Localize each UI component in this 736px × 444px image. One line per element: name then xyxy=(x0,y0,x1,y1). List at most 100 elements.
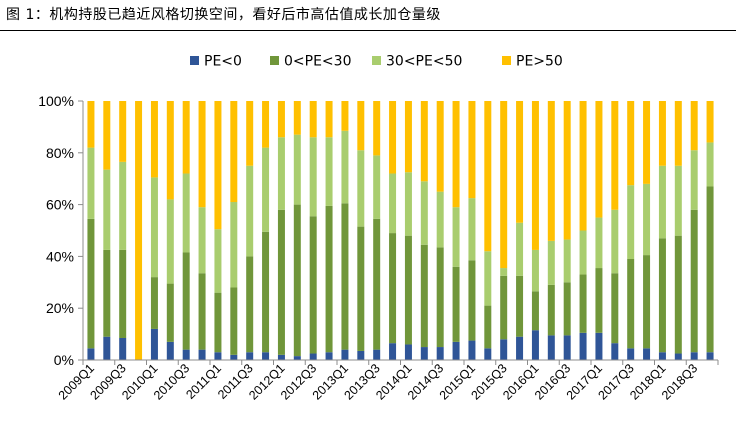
bar-segment xyxy=(262,147,270,232)
bar-segment xyxy=(230,202,238,288)
bar-segment xyxy=(658,165,666,239)
bar-segment xyxy=(484,305,492,349)
bar-segment xyxy=(531,249,539,292)
bar-segment xyxy=(119,249,127,338)
bar-segment xyxy=(198,101,206,208)
bar-segment xyxy=(563,239,571,283)
bar-segment xyxy=(674,235,682,354)
bar-segment xyxy=(341,130,349,204)
bar-segment xyxy=(103,336,111,360)
bar-segment xyxy=(563,335,571,360)
bar-segment xyxy=(293,134,301,205)
bar-segment xyxy=(389,343,397,360)
bar-segment xyxy=(325,205,333,353)
bar-segment xyxy=(198,273,206,350)
bar-segment xyxy=(357,150,365,227)
bar-segment xyxy=(516,275,524,337)
bar-segment xyxy=(166,101,174,200)
bar-segment xyxy=(309,137,317,217)
bar-segment xyxy=(214,292,222,353)
bar-segment xyxy=(547,284,555,336)
bar-segment xyxy=(325,101,333,138)
figure-title: 图 1：机构持股已趋近风格切换空间，看好后市高估值成长加仓量级 xyxy=(6,7,441,23)
bar-segment xyxy=(214,352,222,360)
bar-segment xyxy=(595,101,603,218)
bar-segment xyxy=(690,150,698,210)
bar-segment xyxy=(404,344,412,360)
bar-segment xyxy=(135,101,143,360)
bar-segment xyxy=(436,247,444,348)
y-tick-label: 80% xyxy=(46,145,74,161)
bar-segment xyxy=(611,273,619,344)
bar-segment xyxy=(325,352,333,360)
bar-segment xyxy=(182,173,190,253)
bar-segment xyxy=(293,356,301,360)
bar-segment xyxy=(452,207,460,267)
bar-segment xyxy=(341,203,349,350)
bar-segment xyxy=(103,249,111,337)
bar-segment xyxy=(516,336,524,360)
bar-segment xyxy=(373,101,381,156)
bar-segment xyxy=(643,348,651,360)
bar-segment xyxy=(277,209,285,355)
bar-segment xyxy=(484,348,492,360)
bar-segment xyxy=(389,233,397,344)
bar-segment xyxy=(468,101,476,199)
chart-legend: PE<0 0<PE<30 30<PE<50 PE>50 xyxy=(190,54,563,70)
legend-swatch xyxy=(502,56,511,65)
bar-segment xyxy=(277,137,285,210)
bar-segment xyxy=(579,230,587,275)
legend-label: PE>50 xyxy=(516,54,563,70)
legend-swatch xyxy=(270,56,279,65)
bar-segment xyxy=(690,209,698,353)
bar-segment xyxy=(309,216,317,354)
bar-segment xyxy=(246,101,254,166)
bar-segment xyxy=(468,198,476,261)
bar-segment xyxy=(563,282,571,336)
bar-segment xyxy=(325,137,333,206)
bar-segment xyxy=(595,268,603,333)
bar-segment xyxy=(293,204,301,357)
legend-label: PE<0 xyxy=(204,54,242,70)
legend-swatch xyxy=(372,56,381,65)
bar-segment xyxy=(579,101,587,231)
bar-segment xyxy=(706,101,714,143)
bar-segment xyxy=(706,142,714,187)
bar-segment xyxy=(357,350,365,360)
bar-segment xyxy=(373,155,381,219)
y-tick-label: 60% xyxy=(46,197,74,213)
bar-segment xyxy=(484,251,492,306)
bar-segment xyxy=(373,218,381,350)
bar-segment xyxy=(150,101,158,178)
bar-segment xyxy=(357,226,365,351)
bar-segment xyxy=(230,287,238,355)
y-tick-label: 0% xyxy=(54,352,74,368)
bar-segment xyxy=(611,343,619,360)
bar-segment xyxy=(611,101,619,210)
bar-segment xyxy=(230,354,238,360)
bar-segment xyxy=(658,238,666,353)
bar-segment xyxy=(468,340,476,360)
bar-segment xyxy=(579,274,587,333)
legend-swatch xyxy=(190,56,199,65)
bar-segment xyxy=(643,101,651,184)
bar-segment xyxy=(214,229,222,293)
y-tick-label: 40% xyxy=(46,248,74,264)
x-tick-label: 2018Q3 xyxy=(659,361,700,402)
bar-segment xyxy=(658,352,666,360)
bar-segment xyxy=(262,352,270,360)
bar-segment xyxy=(150,177,158,278)
bar-segment xyxy=(277,354,285,360)
bar-segment xyxy=(182,252,190,350)
y-tick-label: 20% xyxy=(46,300,74,316)
bar-segment xyxy=(119,161,127,250)
bar-segment xyxy=(452,266,460,342)
bar-segment xyxy=(246,256,254,353)
bar-segment xyxy=(658,101,666,166)
bar-segment xyxy=(595,332,603,360)
bar-segment xyxy=(404,172,412,236)
bar-segment xyxy=(262,101,270,148)
bar-segment xyxy=(246,165,254,257)
bar-segment xyxy=(214,101,222,230)
